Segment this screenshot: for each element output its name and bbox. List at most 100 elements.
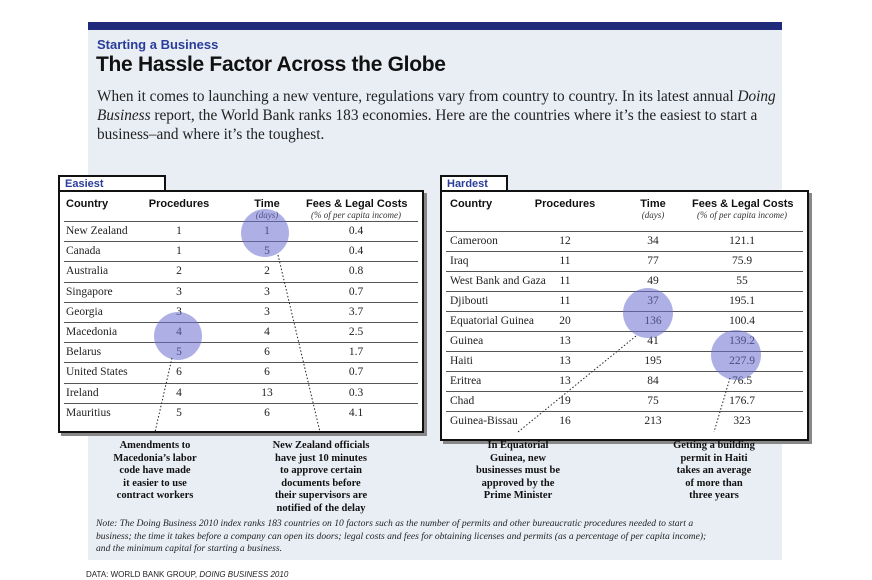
- column-label: Time: [640, 198, 666, 210]
- table-cell: 19: [559, 395, 571, 407]
- note-line: business; the time it takes before a com…: [96, 530, 707, 542]
- row-rule: [446, 231, 803, 232]
- source-text: DATA: WORLD BANK GROUP,: [86, 570, 200, 579]
- column-label: Time: [254, 198, 280, 210]
- intro-italic: Doing Business: [97, 88, 776, 124]
- highlight-circle: [623, 288, 673, 338]
- annotation-line: Guinea, new: [489, 452, 546, 464]
- column-label: Country: [66, 198, 109, 210]
- table-cell: 13: [559, 355, 571, 367]
- note-line: Note: The Doing Business 2010 index rank…: [96, 518, 694, 529]
- table-cell: Belarus: [66, 346, 102, 359]
- annotation-line: it easier to use: [123, 477, 187, 489]
- annotation-line: notified of the delay: [276, 502, 366, 514]
- column-header: Country: [66, 198, 108, 210]
- column-header: Country: [450, 198, 492, 210]
- table-cell: 2: [264, 265, 270, 278]
- table-tab: Easiest: [58, 175, 166, 192]
- leader-line: [713, 377, 731, 433]
- highlight-circle: [154, 312, 202, 360]
- table-cell: 323: [733, 415, 751, 427]
- column-sub: (% of per capita income): [697, 210, 787, 220]
- table-cell: Mauritius: [66, 406, 111, 419]
- note: Note: The Doing Business 2010 index rank…: [96, 518, 706, 556]
- table-cell: Macedonia: [66, 326, 118, 338]
- annotation: Amendments to Macedonia’s labor code have …: [80, 440, 230, 503]
- row-rule: [64, 301, 418, 303]
- table-cell: 6: [264, 406, 270, 419]
- table-cell: New Zealand: [66, 225, 128, 237]
- table-cell: 121.1: [729, 235, 755, 247]
- table-cell: 0.7: [348, 285, 364, 298]
- row-rule: [446, 411, 803, 412]
- table-cell: West Bank and Gaza: [450, 275, 546, 287]
- table-cell: 11: [559, 275, 571, 287]
- annotation-line: contract workers: [116, 490, 194, 501]
- circles: [154, 209, 761, 380]
- annotation-line: approved by the: [481, 477, 555, 489]
- row-rule: [446, 351, 803, 352]
- annotation-line: In Equatorial: [487, 440, 549, 451]
- annotation: In Equatorial Guinea, new businesses must …: [443, 440, 593, 503]
- annotation-line: takes an average: [676, 465, 752, 476]
- annotation-line: New Zealand officials: [272, 440, 370, 451]
- column-header: Procedures: [129, 198, 229, 210]
- table-cell: 20: [559, 315, 571, 327]
- table-cell: 1: [176, 245, 182, 258]
- table-cell: Haiti: [450, 355, 473, 367]
- annotation-line: their supervisors are: [274, 490, 368, 501]
- table-cell: 176.7: [729, 395, 755, 407]
- row-rule: [64, 281, 418, 283]
- leader-line: [517, 335, 637, 433]
- leader-line: [277, 254, 321, 433]
- table-cell: 34: [647, 235, 659, 247]
- annotation-line: Macedonia’s labor: [113, 452, 197, 464]
- column-header: Fees & Legal Costs (% of per capita incom…: [692, 198, 794, 220]
- table-cell: 195.1: [729, 295, 755, 307]
- table-cell: Guinea: [450, 335, 484, 347]
- table-cell: 0.4: [348, 225, 364, 237]
- row-rule: [64, 221, 418, 222]
- column-sub: (% of per capita income): [311, 210, 401, 220]
- table-cell: 0.7: [348, 366, 364, 379]
- table-cell: 1.7: [348, 346, 364, 359]
- table-cell: 2.5: [348, 326, 364, 338]
- annotation-line: three years: [689, 490, 739, 501]
- table-cell: Eritrea: [450, 375, 482, 387]
- row-rule: [446, 251, 803, 252]
- leader-line: [154, 357, 173, 433]
- row-rule: [64, 261, 418, 263]
- table-cell: Australia: [66, 265, 109, 278]
- table-cell: 11: [559, 255, 571, 267]
- table-cell: 3: [264, 305, 270, 318]
- annotation-line: Getting a building: [673, 440, 755, 451]
- table-cell: 13: [559, 335, 571, 347]
- table-cell: 4.1: [348, 406, 364, 419]
- table-cell: 12: [559, 235, 571, 247]
- row-rule: [64, 382, 418, 384]
- row-rule: [64, 402, 418, 404]
- row-rule: [64, 342, 418, 344]
- table-cell: 6: [176, 366, 182, 379]
- column-sub: (days): [641, 210, 665, 220]
- annotation-line: code have made: [119, 465, 191, 476]
- table-cell: United States: [66, 366, 128, 379]
- annotation-line: Amendments to: [119, 440, 191, 451]
- table-cell: 4: [176, 386, 182, 399]
- table-cell: 3.7: [348, 305, 364, 318]
- table-cell: Guinea-Bissau: [450, 415, 518, 427]
- table-cell: 77: [647, 255, 659, 267]
- column-label: Fees & Legal Costs: [692, 198, 794, 210]
- table-cell: 13: [559, 375, 571, 387]
- table-cell: 49: [647, 275, 659, 287]
- highlight-circle: [711, 330, 761, 380]
- table-cell: Equatorial Guinea: [450, 315, 534, 327]
- table-cell: Canada: [66, 245, 101, 258]
- row-rule: [64, 362, 418, 364]
- row-rule: [446, 331, 803, 332]
- table-cell: 13: [261, 386, 273, 399]
- source-italic: DOING BUSINESS 2010: [199, 570, 289, 579]
- table-cell: 213: [644, 415, 662, 427]
